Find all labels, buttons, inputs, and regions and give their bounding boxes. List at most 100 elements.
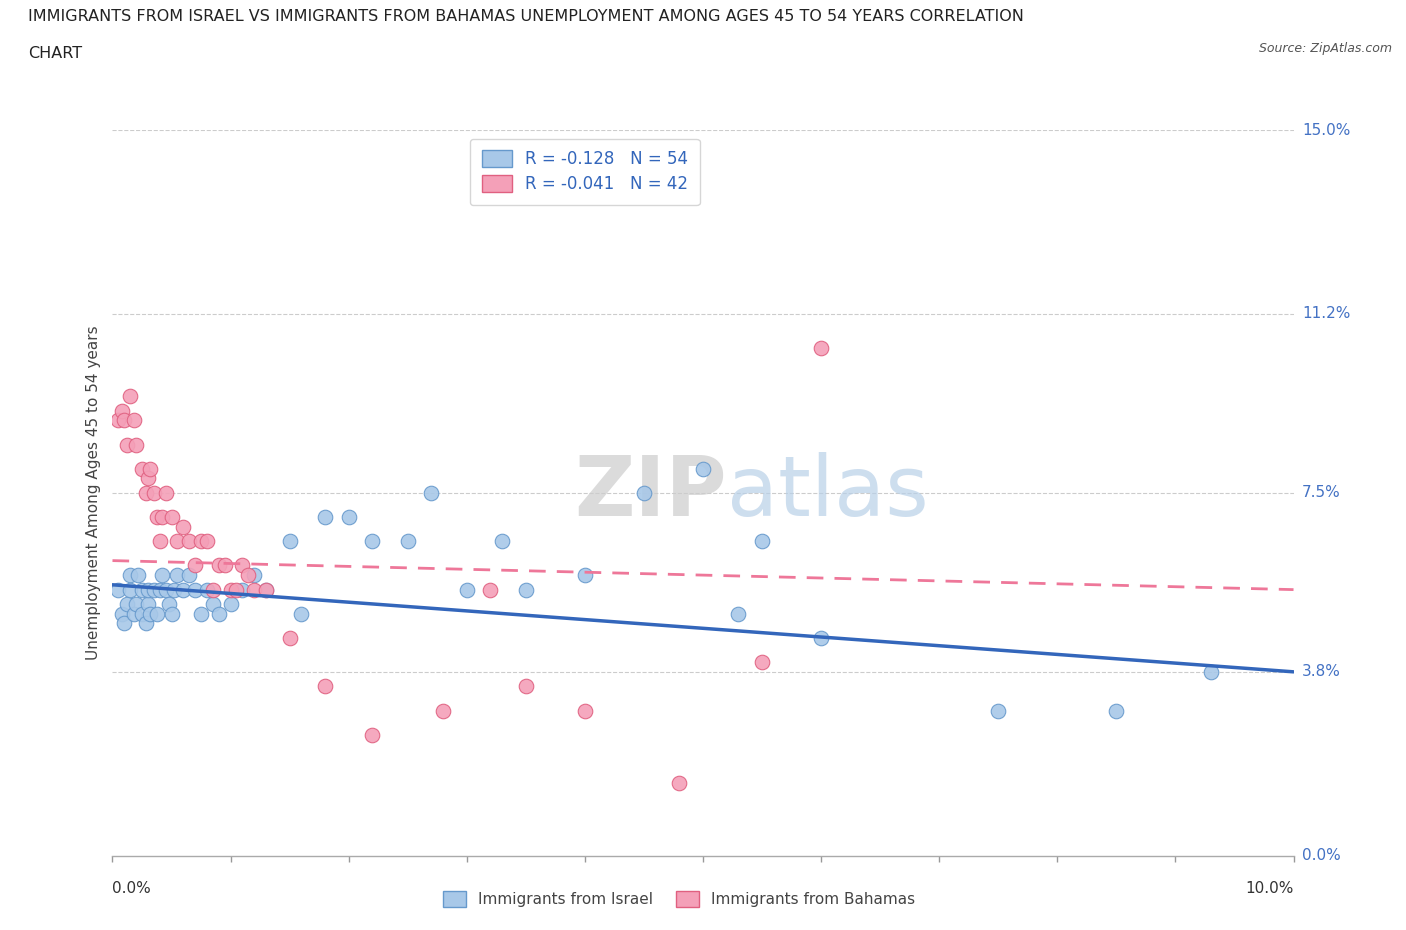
Point	[160, 606, 183, 621]
Point	[231, 582, 253, 597]
Point	[125, 437, 148, 452]
Point	[195, 534, 218, 549]
Point	[668, 776, 690, 790]
Point	[219, 582, 242, 597]
Point	[120, 582, 142, 597]
Point	[479, 582, 502, 597]
Point	[574, 703, 596, 718]
Point	[136, 597, 159, 612]
Point	[120, 389, 142, 404]
Point	[157, 597, 180, 612]
Point	[146, 510, 169, 525]
Point	[139, 606, 162, 621]
Point	[112, 413, 135, 428]
Point	[201, 582, 224, 597]
Point	[361, 727, 384, 742]
Point	[810, 340, 832, 355]
Point	[166, 567, 188, 582]
Point	[692, 461, 714, 476]
Point	[136, 582, 159, 597]
Point	[111, 606, 134, 621]
Text: 7.5%: 7.5%	[1302, 485, 1340, 500]
Point	[190, 606, 212, 621]
Point	[337, 510, 360, 525]
Text: ZIP: ZIP	[574, 452, 727, 534]
Point	[1199, 664, 1222, 679]
Point	[208, 558, 231, 573]
Point	[225, 582, 247, 597]
Point	[184, 558, 207, 573]
Y-axis label: Unemployment Among Ages 45 to 54 years: Unemployment Among Ages 45 to 54 years	[86, 326, 101, 660]
Point	[987, 703, 1010, 718]
Point	[201, 597, 224, 612]
Point	[115, 437, 138, 452]
Point	[131, 606, 153, 621]
Point	[810, 631, 832, 645]
Point	[184, 582, 207, 597]
Point	[238, 567, 260, 582]
Point	[115, 597, 138, 612]
Point	[172, 582, 194, 597]
Text: 15.0%: 15.0%	[1302, 123, 1350, 138]
Text: 0.0%: 0.0%	[1302, 848, 1340, 863]
Point	[122, 413, 145, 428]
Point	[456, 582, 478, 597]
Point	[515, 679, 537, 694]
Text: atlas: atlas	[727, 452, 928, 534]
Point	[125, 597, 148, 612]
Text: 3.8%: 3.8%	[1302, 664, 1341, 679]
Point	[172, 519, 194, 534]
Point	[127, 567, 149, 582]
Point	[122, 606, 145, 621]
Point	[278, 534, 301, 549]
Point	[131, 461, 153, 476]
Point	[150, 510, 173, 525]
Point	[254, 582, 277, 597]
Point	[155, 485, 177, 500]
Point	[314, 679, 336, 694]
Point	[195, 582, 218, 597]
Point	[1105, 703, 1128, 718]
Point	[120, 567, 142, 582]
Point	[396, 534, 419, 549]
Point	[574, 567, 596, 582]
Point	[142, 485, 165, 500]
Point	[179, 534, 201, 549]
Point	[290, 606, 312, 621]
Point	[135, 616, 157, 631]
Point	[751, 534, 773, 549]
Point	[166, 534, 188, 549]
Point	[131, 582, 153, 597]
Point	[155, 582, 177, 597]
Point	[219, 597, 242, 612]
Point	[751, 655, 773, 670]
Text: 10.0%: 10.0%	[1246, 881, 1294, 896]
Point	[179, 567, 201, 582]
Point	[491, 534, 513, 549]
Point	[231, 558, 253, 573]
Point	[112, 616, 135, 631]
Point	[111, 404, 134, 418]
Point	[149, 534, 172, 549]
Point	[149, 582, 172, 597]
Text: 0.0%: 0.0%	[112, 881, 152, 896]
Point	[139, 461, 162, 476]
Point	[142, 582, 165, 597]
Point	[190, 534, 212, 549]
Legend: Immigrants from Israel, Immigrants from Bahamas: Immigrants from Israel, Immigrants from …	[437, 885, 922, 913]
Point	[150, 567, 173, 582]
Point	[107, 413, 129, 428]
Point	[146, 606, 169, 621]
Point	[107, 582, 129, 597]
Point	[314, 510, 336, 525]
Point	[136, 471, 159, 485]
Point	[278, 631, 301, 645]
Point	[432, 703, 454, 718]
Point	[727, 606, 749, 621]
Point	[633, 485, 655, 500]
Text: IMMIGRANTS FROM ISRAEL VS IMMIGRANTS FROM BAHAMAS UNEMPLOYMENT AMONG AGES 45 TO : IMMIGRANTS FROM ISRAEL VS IMMIGRANTS FRO…	[28, 9, 1024, 24]
Text: Source: ZipAtlas.com: Source: ZipAtlas.com	[1258, 42, 1392, 55]
Point	[163, 582, 186, 597]
Point	[420, 485, 443, 500]
Point	[135, 485, 157, 500]
